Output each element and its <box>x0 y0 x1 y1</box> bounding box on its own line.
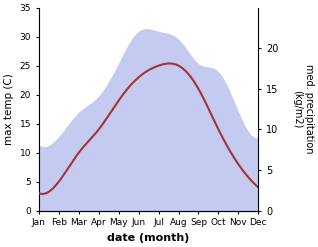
Y-axis label: max temp (C): max temp (C) <box>4 73 14 145</box>
X-axis label: date (month): date (month) <box>107 233 190 243</box>
Y-axis label: med. precipitation
(kg/m2): med. precipitation (kg/m2) <box>292 64 314 154</box>
